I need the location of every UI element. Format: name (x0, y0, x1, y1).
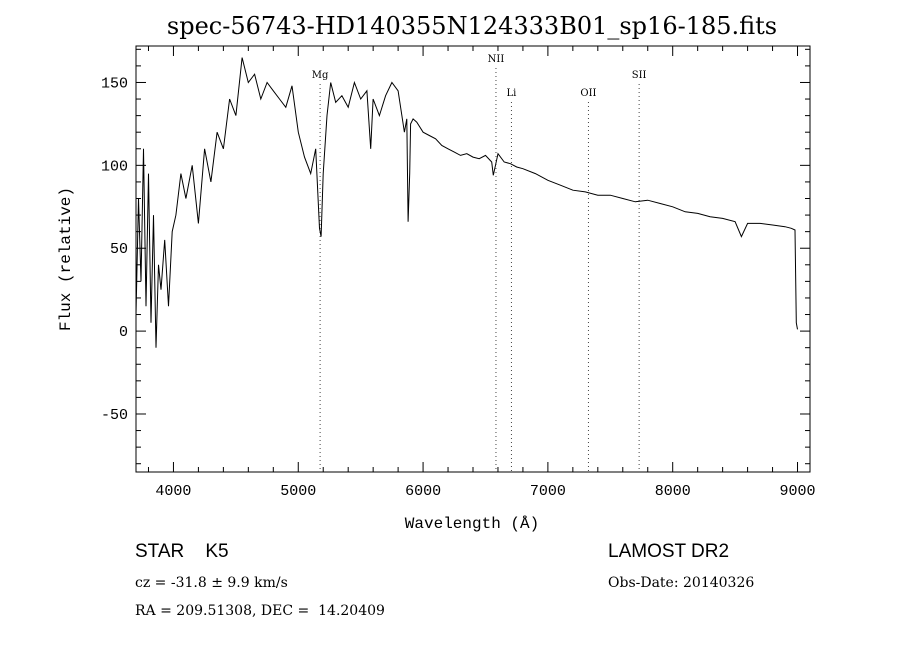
marker-label: Li (507, 88, 517, 99)
marker-label: Mg (312, 70, 329, 81)
x-axis-label: Wavelength (Å) (405, 515, 539, 533)
x-tick-label: 7000 (530, 483, 566, 500)
survey-label: LAMOST DR2 (608, 541, 730, 562)
y-tick-label: 150 (101, 75, 128, 92)
y-tick-label: -50 (101, 407, 128, 424)
marker-label: SII (632, 70, 647, 81)
spectrum-line (135, 57, 798, 348)
coordinates-label: RA = 209.51308, DEC = 14.20409 (135, 603, 385, 619)
x-tick-label: 4000 (155, 483, 191, 500)
redshift-label: cz = -31.8 ± 9.9 km/s (135, 575, 288, 591)
x-axis: 4000 5000 6000 7000 8000 9000 (147, 46, 816, 500)
x-tick-label: 6000 (405, 483, 441, 500)
y-tick-label: 50 (110, 241, 128, 258)
y-axis: -50 0 50 100 150 (101, 48, 810, 465)
chart-title: spec-56743-HD140355N124333B01_sp16-185.f… (167, 12, 777, 40)
y-tick-label: 100 (101, 158, 128, 175)
y-axis-label: Flux (relative) (57, 187, 75, 331)
plot-frame (135, 45, 811, 473)
x-tick-label: 9000 (780, 483, 816, 500)
x-tick-label: 5000 (280, 483, 316, 500)
marker-label: NII (488, 54, 505, 65)
object-class-label: STAR K5 (135, 541, 229, 562)
spectral-line-markers: Mg NII Li OII SII (312, 54, 647, 472)
x-tick-label: 8000 (655, 483, 691, 500)
obs-date-label: Obs-Date: 20140326 (608, 575, 755, 591)
y-tick-label: 0 (119, 324, 128, 341)
marker-label: OII (580, 88, 596, 99)
